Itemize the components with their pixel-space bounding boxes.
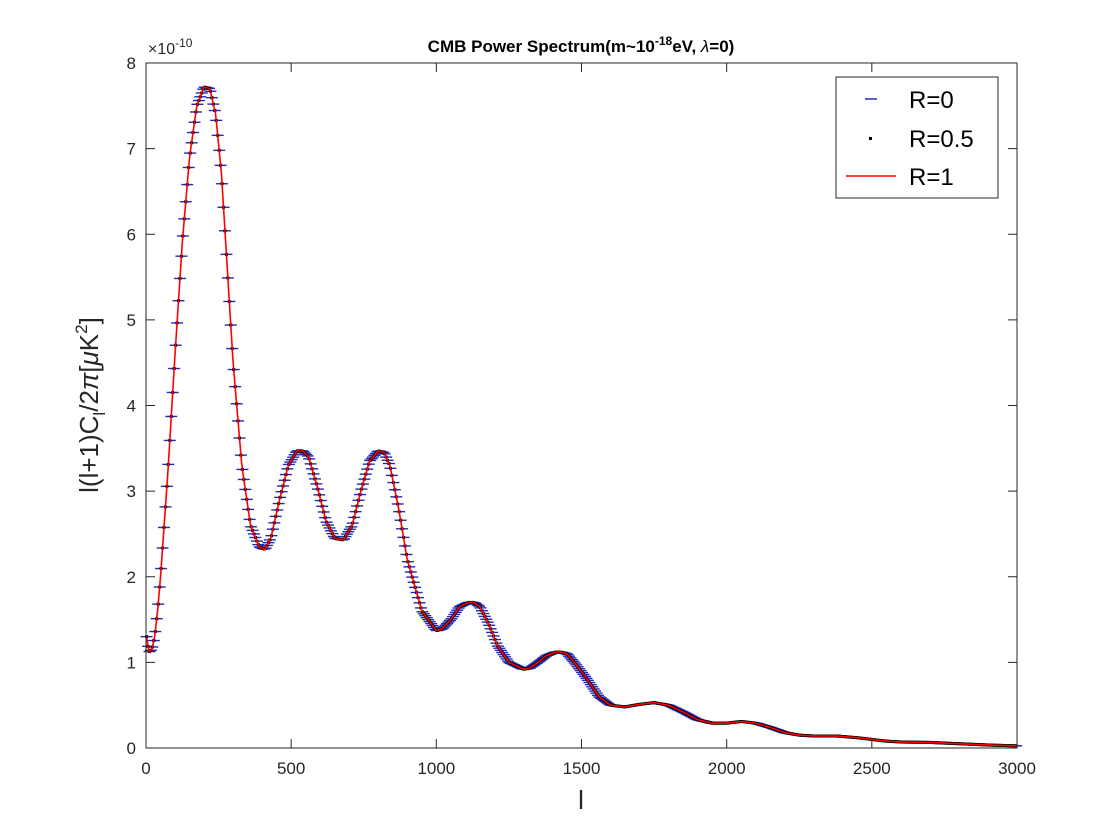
y-tick-label-2: 2 (127, 568, 136, 587)
x-tick-label-6: 3000 (998, 759, 1036, 778)
y-label-sub: l (90, 412, 109, 416)
legend-label-r1: R=1 (909, 164, 954, 191)
legend-marker-r05 (869, 137, 872, 140)
ticks-layer: 0 500 1000 1500 2000 2500 3000 0 1 2 3 4 5 6 7 8 (127, 54, 1036, 778)
y-exponent-label: ×10-10 (148, 36, 193, 58)
legend-label-r05: R=0.5 (909, 126, 974, 153)
y-axis-label: l(l+1)Cl/2π[μK2] (72, 317, 109, 493)
y-label-e: ] (74, 317, 104, 324)
y-tick-label-5: 5 (127, 311, 136, 330)
y-exponent-power: -10 (175, 36, 193, 50)
legend: R=0 R=0.5 R=1 (835, 76, 999, 199)
chart-title-prefix: CMB Power Spectrum(m~10 (428, 37, 655, 56)
y-label-sup: 2 (72, 324, 91, 333)
x-tick-label-2: 1000 (417, 759, 455, 778)
y-label-d: K (74, 333, 104, 351)
chart-title: CMB Power Spectrum(m~10-18eV, λ=0) (428, 34, 735, 56)
x-tick-label-5: 2500 (853, 759, 891, 778)
x-tick-label-4: 2000 (708, 759, 746, 778)
chart-title-lambda: λ (700, 37, 709, 56)
y-label-mu: μ (74, 351, 104, 366)
y-label-c: [ (74, 365, 104, 373)
chart-title-superscript: -18 (655, 34, 673, 48)
y-label-a: l(l+1)C (74, 416, 104, 493)
y-tick-label-0: 0 (127, 739, 136, 758)
chart-title-mid: eV, (672, 37, 701, 56)
y-tick-label-8: 8 (127, 54, 136, 73)
y-label-b: /2 (74, 390, 104, 412)
y-tick-label-3: 3 (127, 482, 136, 501)
y-exponent-base: ×10 (148, 41, 175, 58)
x-tick-label-0: 0 (141, 759, 150, 778)
legend-box (835, 76, 999, 199)
y-label-pi: π (74, 372, 104, 390)
x-tick-label-1: 500 (277, 759, 305, 778)
y-tick-label-6: 6 (127, 225, 136, 244)
chart-title-suffix: =0) (709, 37, 734, 56)
y-tick-label-4: 4 (127, 397, 136, 416)
series-layer (140, 85, 1023, 748)
y-tick-label-7: 7 (127, 140, 136, 159)
legend-label-r0: R=0 (909, 87, 954, 114)
series-r05-point (145, 635, 149, 639)
x-axis-label: l (578, 785, 584, 815)
x-tick-label-3: 1500 (563, 759, 601, 778)
y-tick-label-1: 1 (127, 653, 136, 672)
